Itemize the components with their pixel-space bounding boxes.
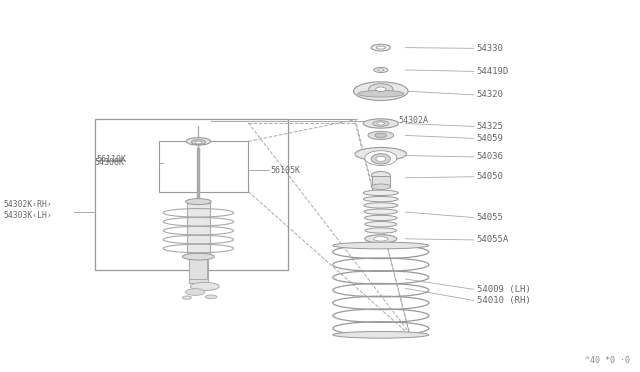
Text: 54010 (RH): 54010 (RH) bbox=[477, 296, 531, 305]
Text: 54330: 54330 bbox=[477, 44, 504, 53]
Ellipse shape bbox=[186, 289, 205, 295]
Text: 54050: 54050 bbox=[477, 172, 504, 181]
Ellipse shape bbox=[195, 141, 202, 144]
Ellipse shape bbox=[182, 296, 191, 299]
Text: 54303K‹LH›: 54303K‹LH› bbox=[3, 211, 52, 220]
Ellipse shape bbox=[191, 282, 219, 291]
Text: 54055A: 54055A bbox=[477, 235, 509, 244]
Ellipse shape bbox=[377, 122, 385, 125]
Ellipse shape bbox=[365, 228, 396, 233]
Ellipse shape bbox=[371, 154, 390, 164]
Ellipse shape bbox=[372, 121, 388, 126]
Text: 56110K: 56110K bbox=[96, 155, 126, 164]
Ellipse shape bbox=[371, 184, 390, 189]
Ellipse shape bbox=[363, 119, 398, 128]
Ellipse shape bbox=[374, 67, 388, 73]
Ellipse shape bbox=[371, 171, 390, 180]
Text: 54419D: 54419D bbox=[477, 67, 509, 76]
Ellipse shape bbox=[191, 140, 205, 144]
Ellipse shape bbox=[365, 151, 397, 166]
Ellipse shape bbox=[365, 235, 397, 243]
Ellipse shape bbox=[364, 196, 398, 202]
Ellipse shape bbox=[365, 222, 397, 227]
Ellipse shape bbox=[365, 215, 397, 221]
Ellipse shape bbox=[371, 44, 390, 51]
Ellipse shape bbox=[205, 295, 217, 299]
Text: 56105K: 56105K bbox=[270, 166, 300, 175]
Text: 54055: 54055 bbox=[477, 213, 504, 222]
Text: 54302K‹RH›: 54302K‹RH› bbox=[3, 200, 52, 209]
Ellipse shape bbox=[368, 131, 394, 140]
Text: 54325: 54325 bbox=[477, 122, 504, 131]
Ellipse shape bbox=[364, 209, 397, 214]
Ellipse shape bbox=[358, 90, 404, 97]
Ellipse shape bbox=[353, 82, 408, 100]
Text: 54009 (LH): 54009 (LH) bbox=[477, 285, 531, 294]
Ellipse shape bbox=[182, 253, 214, 260]
Text: ^40 *0 ·0: ^40 *0 ·0 bbox=[586, 356, 630, 365]
Text: 54059: 54059 bbox=[477, 134, 504, 143]
Ellipse shape bbox=[375, 133, 387, 138]
Ellipse shape bbox=[376, 87, 386, 92]
Bar bbox=[95, 119, 288, 270]
Ellipse shape bbox=[378, 69, 384, 71]
Ellipse shape bbox=[186, 199, 211, 205]
Ellipse shape bbox=[333, 242, 429, 249]
Ellipse shape bbox=[355, 147, 406, 161]
Ellipse shape bbox=[376, 156, 385, 161]
Bar bbox=[187, 203, 210, 257]
Ellipse shape bbox=[363, 190, 398, 196]
Bar bbox=[189, 257, 207, 279]
Ellipse shape bbox=[376, 46, 385, 49]
Ellipse shape bbox=[186, 138, 211, 145]
Text: 54036: 54036 bbox=[477, 153, 504, 161]
Bar bbox=[189, 257, 208, 283]
Bar bbox=[159, 141, 248, 192]
Text: 54320: 54320 bbox=[477, 90, 504, 99]
Ellipse shape bbox=[369, 84, 393, 95]
Text: 54308K: 54308K bbox=[95, 158, 125, 167]
Ellipse shape bbox=[333, 331, 429, 338]
Ellipse shape bbox=[364, 203, 397, 208]
Text: 54302A: 54302A bbox=[398, 116, 428, 125]
Bar bbox=[372, 176, 390, 187]
Ellipse shape bbox=[374, 237, 388, 241]
